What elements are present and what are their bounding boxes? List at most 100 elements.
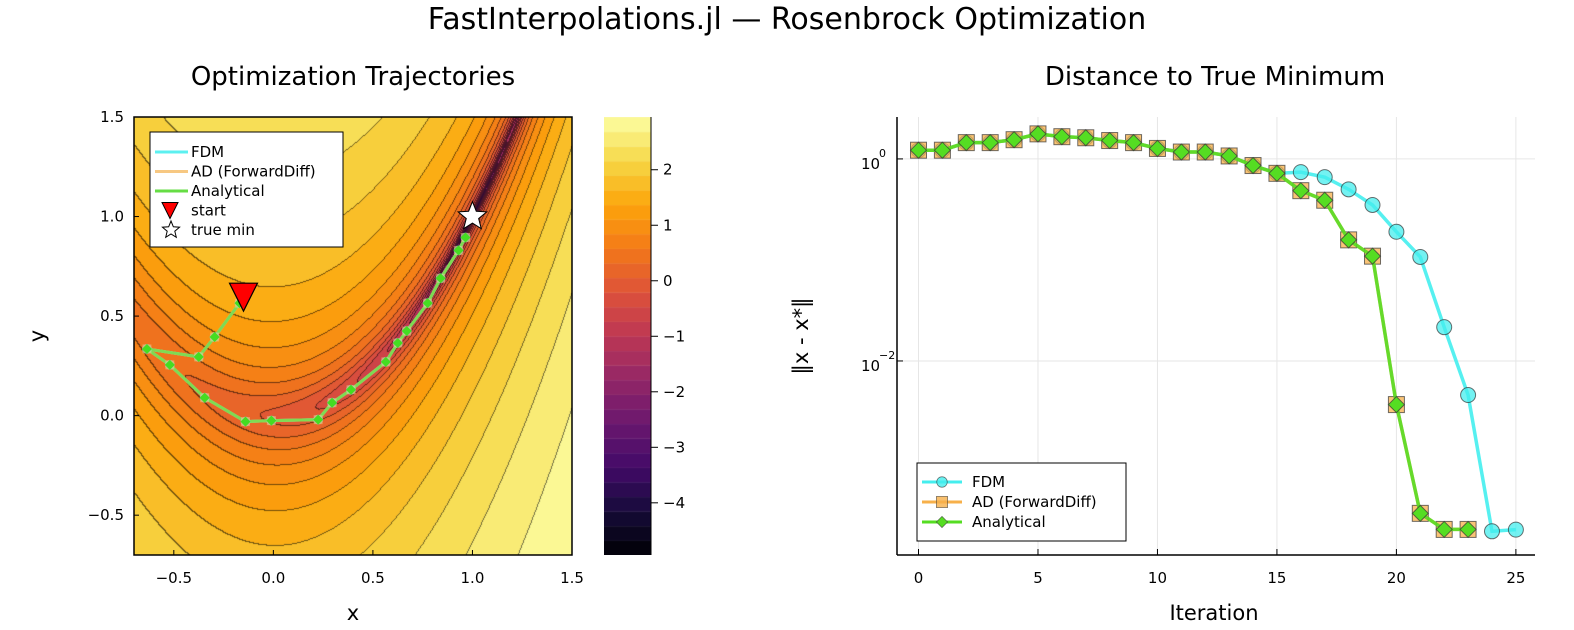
y-axis-label: y [25, 330, 49, 342]
legend-star-icon [161, 219, 181, 239]
legend-label: FDM [191, 143, 224, 161]
analytical-data-point [1220, 147, 1238, 165]
x-tick-label: 25 [1506, 569, 1525, 587]
analytical-data-point [1435, 520, 1453, 539]
analytical-data-point [981, 133, 999, 152]
analytical-data-point [1148, 139, 1167, 158]
analytical-data-point [1316, 191, 1334, 209]
analytical-data-point [1053, 127, 1071, 146]
legend-label: Analytical [191, 182, 265, 200]
analytical-data-point [1196, 143, 1214, 161]
y-tick-label: 0.5 [100, 307, 124, 325]
colorbar-tick-label: −4 [663, 494, 685, 512]
analytical-trajectory-point [401, 326, 412, 337]
analytical-trajectory-point [346, 384, 357, 395]
fdm-data-point [1340, 181, 1357, 198]
colorbar-tick-label: 1 [663, 216, 673, 234]
colorbar-tick-label: −3 [663, 438, 685, 456]
analytical-trajectory-point [435, 273, 446, 284]
analytical-data-point [1411, 504, 1430, 523]
figure-title: FastInterpolations.jl — Rosenbrock Optim… [427, 2, 1147, 37]
analytical-data-point [933, 141, 952, 159]
x-tick-label: 1.0 [461, 569, 485, 587]
analytical-trajectory-point [141, 343, 152, 354]
analytical-trajectory-point [193, 351, 204, 362]
fdm-data-point [1292, 164, 1309, 181]
analytical-trajectory-point [313, 414, 324, 425]
analytical-trajectory-point [199, 392, 210, 403]
analytical-data-point [1339, 231, 1358, 249]
legend-marker-icon [936, 496, 948, 508]
colorbar-tick-label: −1 [663, 327, 685, 345]
y-tick-label: 1.5 [100, 108, 124, 126]
analytical-data-point [1292, 181, 1310, 200]
analytical-trajectory-point [209, 331, 220, 342]
analytical-trajectory-point [327, 397, 338, 408]
left-chart-title: Optimization Trajectories [190, 62, 516, 92]
legend-start-icon [161, 202, 179, 220]
analytical-trajectory-point [266, 415, 277, 426]
fdm-data-point [1412, 248, 1429, 265]
fdm-data-point [1364, 196, 1381, 213]
x-axis-label: x [347, 601, 359, 625]
legend-label: FDM [972, 473, 1005, 491]
analytical-trajectory-point [240, 416, 251, 427]
legend-marker-icon [935, 515, 949, 529]
y-tick-label-base: 10 [861, 155, 880, 173]
fdm-data-point [1483, 523, 1500, 540]
fdm-data-point [1460, 387, 1477, 404]
x-tick-label: 5 [1033, 569, 1043, 587]
right-chart-title: Distance to True Minimum [1044, 62, 1386, 92]
y-axis-label: ‖x - x*‖ [789, 297, 814, 374]
y-tick-label-base: 10 [861, 357, 880, 375]
y-tick-label: 0.0 [100, 407, 124, 425]
x-tick-label: 10 [1148, 569, 1167, 587]
trajectory-line-ad [146, 236, 467, 424]
legend-label: AD (ForwardDiff) [972, 493, 1097, 511]
true-min-star-icon [456, 200, 489, 230]
start-marker-icon [228, 282, 259, 313]
colorbar [604, 117, 651, 555]
x-tick-label: −0.5 [156, 569, 192, 587]
analytical-data-point [1124, 133, 1143, 152]
analytical-trajectory-point [164, 359, 175, 370]
y-tick-label: −0.5 [88, 506, 124, 524]
left-plot-frame [133, 116, 573, 556]
x-tick-label: 0.5 [361, 569, 385, 587]
legend-label: start [191, 202, 226, 220]
fdm-data-point [1436, 319, 1453, 336]
colorbar-tick-label: 2 [663, 161, 673, 179]
y-tick-label-exponent: −2 [879, 349, 895, 362]
legend-label: AD (ForwardDiff) [191, 163, 316, 181]
colorbar-tick-label: 0 [663, 272, 673, 290]
trajectory-line-fdm [146, 236, 467, 424]
analytical-data-point [909, 141, 928, 159]
analytical-trajectory-point [460, 232, 471, 243]
legend-label: true min [191, 221, 255, 239]
y-tick-label-exponent: 0 [879, 147, 886, 160]
analytical-data-point [1387, 395, 1406, 414]
fdm-data-point [1507, 521, 1524, 538]
analytical-data-point [1363, 247, 1382, 265]
trajectory-line-analytical [146, 236, 467, 424]
x-tick-label: 1.5 [560, 569, 584, 587]
legend-label: Analytical [972, 513, 1046, 531]
x-axis-label: Iteration [1169, 601, 1258, 625]
analytical-trajectory-point [392, 337, 403, 348]
analytical-data-point [1459, 520, 1477, 539]
analytical-data-point [1077, 129, 1095, 147]
analytical-data-point [1100, 131, 1119, 150]
analytical-data-point [957, 133, 976, 152]
analytical-data-point [1005, 130, 1023, 149]
x-tick-label: 0 [914, 569, 924, 587]
analytical-trajectory-point [453, 245, 464, 256]
analytical-data-point [1029, 125, 1047, 143]
analytical-data-point [1268, 164, 1286, 183]
analytical-trajectory-point [422, 298, 433, 309]
x-tick-label: 0.0 [261, 569, 285, 587]
colorbar-tick-label: −2 [663, 383, 685, 401]
fdm-data-point [1388, 223, 1405, 240]
analytical-data-point [1244, 156, 1262, 175]
analytical-data-point [1172, 143, 1191, 161]
